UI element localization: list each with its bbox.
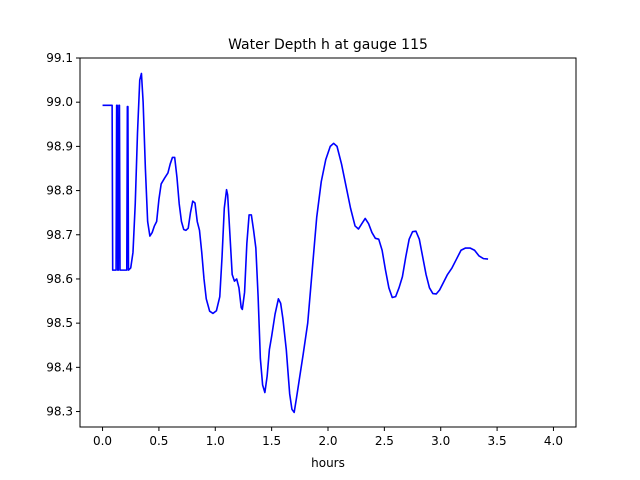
y-tick-label: 98.3 bbox=[46, 405, 73, 419]
x-tick-label: 2.5 bbox=[375, 434, 394, 448]
x-tick-label: 4.0 bbox=[544, 434, 563, 448]
x-tick-label: 0.5 bbox=[149, 434, 168, 448]
y-tick-label: 98.9 bbox=[46, 139, 73, 153]
y-axis: 98.3 98.4 98.5 98.6 98.7 98.8 98.9 99.0 99.1 bbox=[46, 51, 80, 419]
y-tick-label: 98.6 bbox=[46, 272, 73, 286]
chart-title: Water Depth h at gauge 115 bbox=[228, 37, 428, 53]
y-tick-label: 99.1 bbox=[46, 51, 73, 65]
x-tick-label: 2.0 bbox=[318, 434, 337, 448]
x-tick-label: 3.0 bbox=[431, 434, 450, 448]
plot-frame bbox=[79, 57, 577, 428]
plot-area bbox=[102, 72, 489, 414]
x-axis: 0.0 0.5 1.0 1.5 2.0 2.5 3.0 3.5 4.0 bbox=[93, 427, 563, 448]
series-line bbox=[102, 72, 489, 414]
y-tick-label: 99.0 bbox=[46, 95, 73, 109]
x-tick-label: 1.5 bbox=[262, 434, 281, 448]
y-tick-label: 98.7 bbox=[46, 228, 73, 242]
y-tick-label: 98.4 bbox=[46, 360, 73, 374]
x-tick-label: 1.0 bbox=[206, 434, 225, 448]
x-tick-label: 0.0 bbox=[93, 434, 112, 448]
y-tick-label: 98.8 bbox=[46, 184, 73, 198]
x-tick-label: 3.5 bbox=[488, 434, 507, 448]
y-tick-label: 98.5 bbox=[46, 316, 73, 330]
x-axis-label: hours bbox=[311, 456, 345, 470]
